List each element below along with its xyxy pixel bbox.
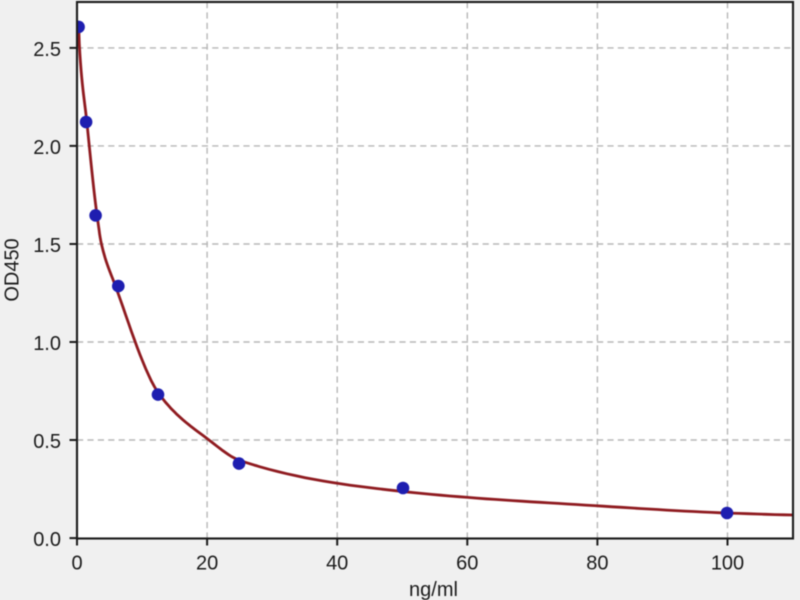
svg-text:100: 100	[711, 552, 744, 574]
svg-text:ng/ml: ng/ml	[409, 579, 458, 600]
svg-text:0: 0	[71, 552, 82, 574]
svg-text:2.5: 2.5	[33, 39, 61, 61]
svg-text:0.0: 0.0	[33, 529, 61, 551]
svg-text:80: 80	[586, 552, 608, 574]
svg-text:1.0: 1.0	[33, 333, 61, 355]
svg-text:20: 20	[196, 552, 218, 574]
svg-text:1.5: 1.5	[33, 235, 61, 257]
svg-text:40: 40	[326, 552, 348, 574]
svg-text:60: 60	[456, 552, 478, 574]
svg-text:0.5: 0.5	[33, 431, 61, 453]
svg-text:2.0: 2.0	[33, 137, 61, 159]
svg-text:OD450: OD450	[2, 238, 24, 301]
